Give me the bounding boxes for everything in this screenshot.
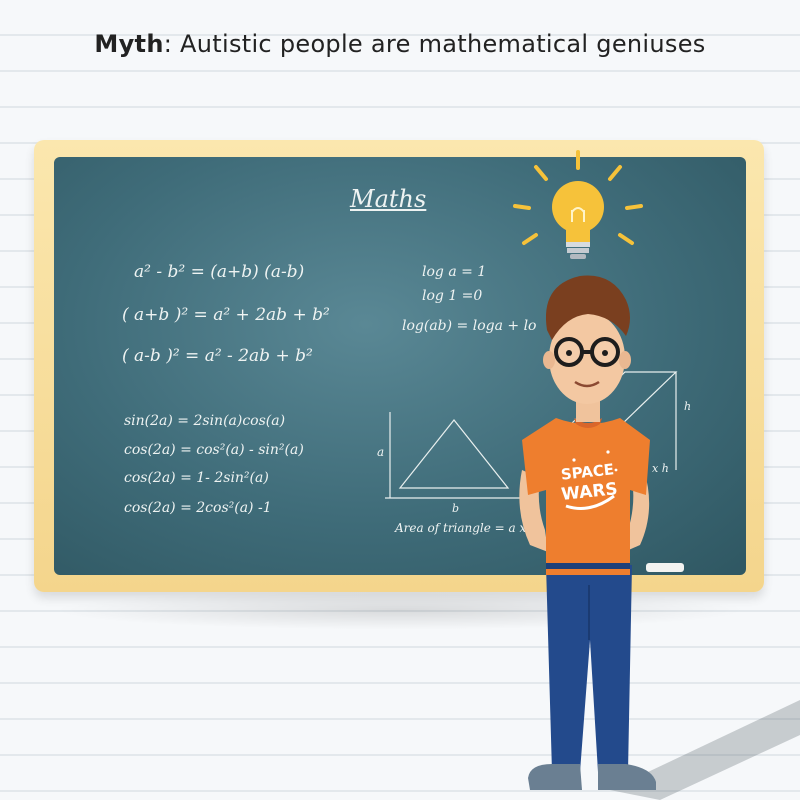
caption-bold: Myth (94, 30, 164, 58)
figure-shadow (610, 700, 800, 800)
left-arm (519, 470, 548, 552)
shirt-stars (572, 450, 618, 472)
shirt-swoosh (565, 494, 615, 510)
parallelogram-label-xh: x h (652, 462, 669, 475)
formula-log-3: log(ab) = loga + lo (402, 318, 537, 334)
triangle-diagram (385, 412, 520, 499)
parallelogram-label-h: h (684, 400, 692, 413)
triangle-label-b: b (452, 502, 460, 515)
chalkboard (54, 157, 746, 575)
chalk-stick (646, 563, 684, 572)
left-shoe (528, 764, 582, 790)
page-caption: Myth: Autistic people are mathematical g… (0, 30, 800, 58)
orange-tshirt (522, 418, 650, 575)
right-shoe (598, 764, 656, 790)
formula-trig-3: cos(2a) = 1- 2sin²(a) (124, 470, 269, 486)
trousers (546, 565, 632, 772)
triangle-label-a: a (377, 445, 385, 459)
board-title: Maths (350, 185, 427, 213)
caption-text: : Autistic people are mathematical geniu… (163, 30, 706, 58)
person-figure (519, 275, 656, 790)
triangle-area-caption: Area of triangle = a x b (395, 521, 538, 535)
formula-left-3: ( a-b )² = a² - 2ab + b² (122, 346, 313, 366)
formula-trig-4: cos(2a) = 2cos²(a) -1 (124, 500, 272, 516)
shirt-text-line-1: SPACE (560, 460, 615, 483)
hair (545, 275, 630, 340)
face (549, 312, 625, 404)
formula-left-1: a² - b² = (a+b) (a-b) (134, 262, 305, 282)
formula-log-1: log a = 1 (422, 264, 487, 280)
board-shadow (50, 590, 750, 630)
formula-left-2: ( a+b )² = a² + 2ab + b² (122, 305, 330, 325)
formula-trig-2: cos(2a) = cos²(a) - sin²(a) (124, 442, 304, 458)
formula-log-2: log 1 =0 (422, 288, 483, 304)
formula-trig-1: sin(2a) = 2sin(a)cos(a) (124, 413, 286, 429)
lightbulb-icon (513, 150, 643, 259)
